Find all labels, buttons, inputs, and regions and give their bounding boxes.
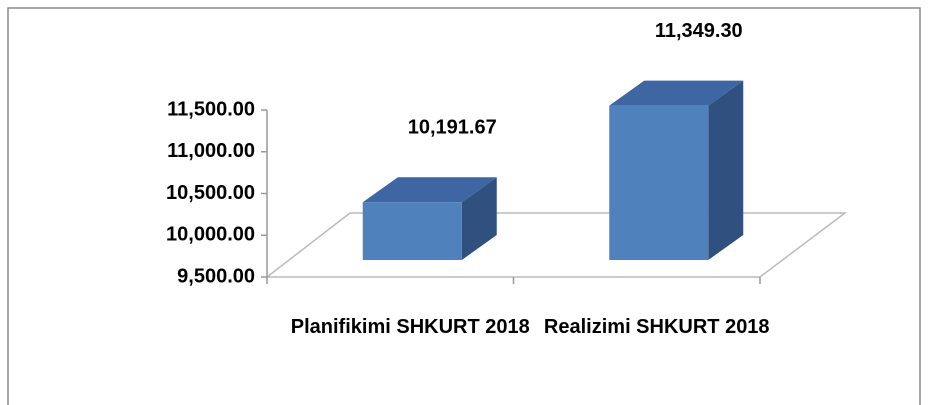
- bar: [362, 177, 497, 260]
- bar-side: [461, 177, 497, 260]
- y-tick-label: 10,500.00: [166, 182, 255, 204]
- floor: [264, 212, 848, 278]
- x-tick-label: Planifikimi SHKURT 2018: [290, 316, 530, 338]
- bar-front: [609, 105, 709, 260]
- bar-side: [708, 80, 744, 260]
- y-tick-label: 10,000.00: [166, 224, 255, 246]
- bar-front: [362, 202, 462, 260]
- y-tick-label: 9,500.00: [177, 265, 255, 287]
- frame: [7, 7, 921, 405]
- value-label: 11,349.30: [655, 20, 743, 42]
- bar-top: [362, 177, 497, 203]
- bar-top: [609, 80, 744, 106]
- y-tick-label: 11,500.00: [167, 98, 255, 120]
- bar: [609, 80, 744, 260]
- value-label: 10,191.67: [408, 117, 497, 139]
- y-tick-label: 11,000.00: [167, 140, 255, 162]
- x-tick-label: Realizimi SHKURT 2018: [543, 316, 770, 338]
